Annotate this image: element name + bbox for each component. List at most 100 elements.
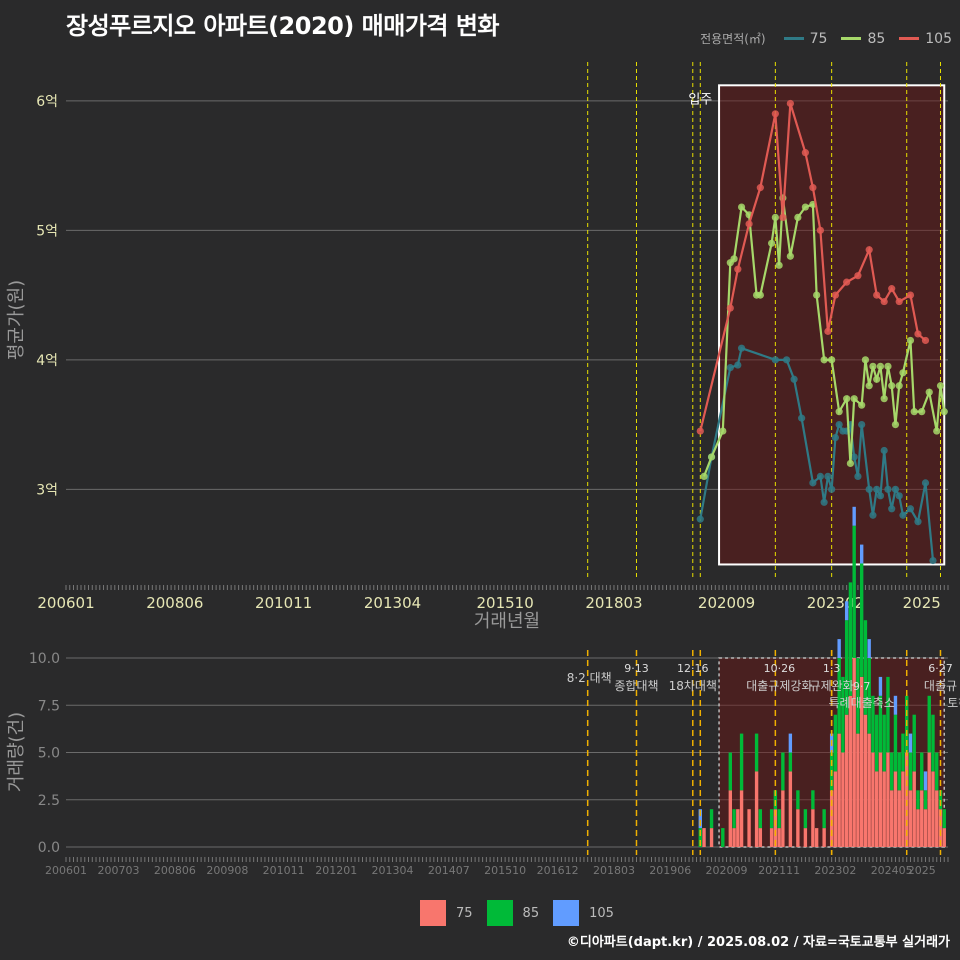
event-date: 9·13 [624, 662, 649, 675]
series-point-85 [700, 472, 708, 480]
series-point-105 [906, 291, 915, 299]
volume-bar-85 [841, 676, 845, 753]
volume-bar-75 [837, 733, 841, 847]
top-x-tick-label: 201803 [585, 594, 642, 612]
series-point-85 [891, 421, 900, 429]
series-point-75 [783, 356, 791, 364]
bottom-legend-item-75: 75 [420, 900, 473, 926]
volume-bar-85 [942, 809, 946, 829]
bottom-x-tick-label: 201304 [372, 864, 414, 877]
volume-bar-85 [852, 525, 856, 658]
legend-item-85: 85 [841, 31, 885, 47]
volume-bar-85 [796, 790, 800, 810]
volume-bar-85 [897, 752, 901, 791]
volume-bar-85 [728, 752, 733, 791]
volume-bar-85 [935, 752, 939, 791]
series-point-105 [756, 184, 764, 192]
source-caption: ©디아파트(dapt.kr) / 2025.08.02 / 자료=국토교통부 실… [566, 935, 950, 950]
series-point-105 [696, 427, 704, 435]
top-y-tick-label: 6억 [36, 94, 58, 110]
legend-item-105: 105 [899, 31, 952, 47]
series-point-85 [925, 388, 933, 396]
volume-bar-75 [886, 752, 890, 847]
volume-bar-85 [739, 733, 744, 791]
event-label: 토허제 해제 [947, 696, 960, 710]
bottom-x-tick-label: 200703 [98, 864, 140, 877]
volume-bar-85 [890, 752, 894, 791]
series-point-75 [854, 472, 862, 480]
volume-bar-85 [758, 809, 763, 829]
volume-bar-75 [882, 771, 886, 847]
volume-bar-75 [856, 733, 860, 847]
bottom-x-tick-label: 200806 [154, 864, 196, 877]
event-date: 9·7 [853, 680, 871, 693]
series-point-85 [906, 336, 915, 345]
series-point-75 [820, 498, 828, 506]
volume-bar-75 [829, 790, 834, 847]
volume-bar-85 [931, 714, 935, 772]
series-point-85 [794, 213, 802, 221]
series-point-85 [775, 261, 783, 269]
volume-bar-75 [923, 809, 928, 847]
volume-bar-75 [875, 771, 879, 847]
series-point-75 [884, 485, 892, 493]
bottom-x-tick-label: 202302 [814, 864, 856, 877]
volume-bar-85 [811, 790, 815, 810]
series-point-85 [786, 252, 794, 260]
volume-bar-85 [769, 809, 774, 829]
series-point-85 [888, 382, 896, 390]
volume-bar-85 [912, 714, 916, 772]
series-point-75 [790, 375, 798, 383]
bottom-legend-item-85: 85 [486, 900, 539, 926]
event-date: 1·3 [823, 662, 841, 675]
series-point-75 [888, 505, 896, 513]
series-point-105 [816, 226, 824, 234]
series-point-105 [888, 285, 896, 293]
volume-bar-85 [882, 714, 886, 772]
volume-bar-75 [927, 752, 931, 847]
volume-bar-85 [773, 790, 778, 810]
volume-bar-105 [844, 601, 849, 621]
series-point-105 [843, 278, 851, 286]
top-y-axis-title: 평균가(원) [6, 280, 27, 360]
series-point-105 [831, 291, 840, 299]
volume-bar-85 [788, 752, 793, 772]
volume-bar-75 [702, 828, 706, 847]
event-label: 대출규 [924, 679, 957, 693]
volume-bar-75 [931, 771, 935, 847]
series-point-75 [921, 479, 930, 487]
volume-bar-85 [848, 582, 853, 696]
bottom-x-tick-label: 200908 [206, 864, 248, 877]
series-point-105 [824, 327, 832, 335]
volume-bar-75 [781, 790, 785, 847]
volume-bar-75 [773, 809, 778, 847]
volume-bar-85 [754, 733, 759, 772]
series-point-85 [933, 427, 941, 435]
bottom-y-axis-title: 거래량(건) [6, 712, 27, 792]
event-label: 특례대출축소 [829, 696, 895, 710]
chart-title: 장성푸르지오 아파트(2020) 매매가격 변화 [66, 12, 500, 40]
series-point-105 [914, 330, 922, 338]
volume-bar-85 [938, 790, 943, 810]
volume-bar-75 [897, 790, 901, 847]
bottom-x-tick-label: 201407 [428, 864, 470, 877]
series-point-75 [734, 361, 742, 369]
series-point-85 [918, 408, 926, 416]
series-point-85 [884, 362, 892, 370]
series-point-85 [707, 453, 716, 461]
series-point-75 [726, 364, 734, 372]
volume-bar-75 [747, 809, 751, 847]
bottom-x-tick-label: 202111 [758, 864, 800, 877]
volume-bar-75 [736, 809, 740, 847]
series-point-85 [771, 213, 779, 221]
volume-bar-85 [886, 676, 890, 753]
series-point-85 [846, 459, 855, 468]
series-point-75 [696, 515, 704, 523]
series-point-85 [936, 382, 945, 390]
volume-bar-75 [890, 790, 894, 847]
series-point-105 [801, 149, 809, 157]
volume-bar-75 [758, 828, 763, 847]
volume-bar-85 [844, 620, 849, 715]
volume-bar-75 [848, 695, 853, 847]
volume-bar-75 [852, 658, 856, 847]
